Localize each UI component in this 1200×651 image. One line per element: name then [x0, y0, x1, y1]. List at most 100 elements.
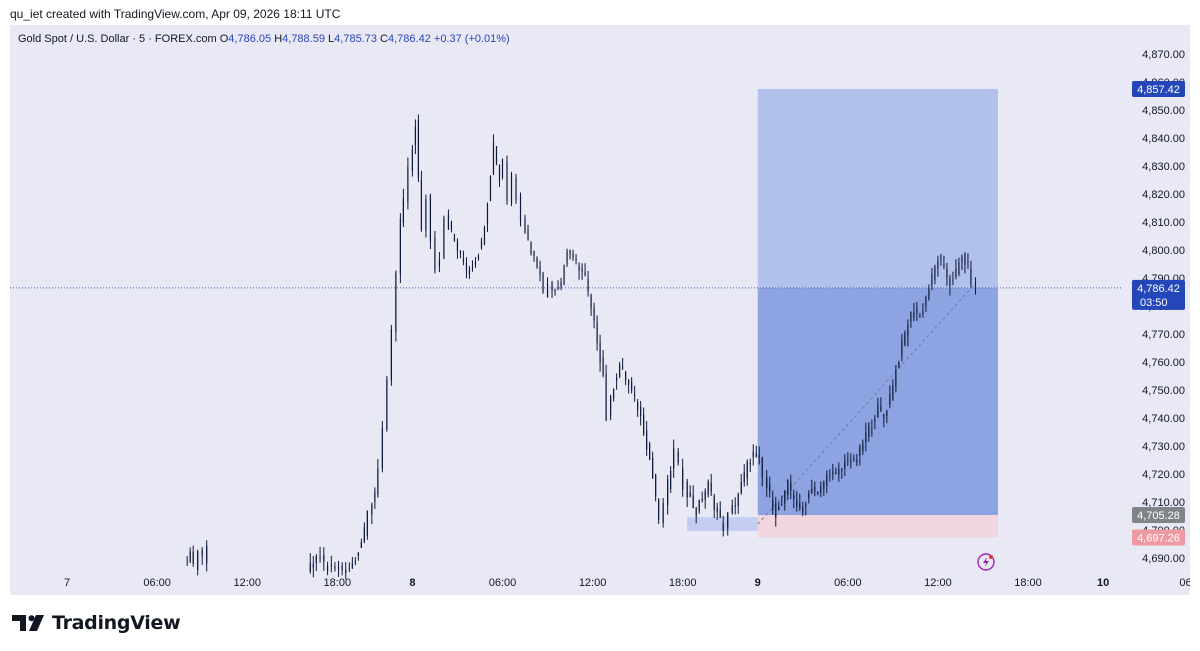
candle-body [315, 555, 317, 564]
candle-body [775, 502, 777, 518]
candle-body [619, 364, 621, 378]
candle-body [593, 307, 595, 321]
candle-body [781, 504, 783, 506]
candle-body [692, 494, 694, 509]
candle-body [634, 394, 636, 397]
candle-body [374, 491, 376, 502]
candle-body [802, 506, 804, 513]
x-tick-label: 9 [755, 577, 761, 589]
candle-body [974, 283, 977, 285]
candle-body [871, 428, 873, 430]
candle-body [895, 369, 897, 387]
candle-body [667, 479, 669, 506]
close-value: 4,786.42 [388, 33, 431, 45]
candle-body [731, 505, 733, 514]
candle-body [958, 261, 960, 275]
candle-body [587, 278, 589, 292]
candle-body [506, 161, 508, 201]
candle-body [874, 419, 876, 422]
symbol-title[interactable]: Gold Spot / U.S. Dollar · 5 · FOREX.com [18, 33, 217, 45]
candle-body [817, 492, 819, 494]
candle-body [658, 498, 660, 520]
x-tick-label: 10 [1097, 577, 1109, 589]
change-value: +0.37 (+0.01%) [433, 33, 510, 45]
candle-body [737, 494, 739, 506]
candle-body [880, 405, 882, 412]
candle-body [471, 268, 474, 270]
candle-body [546, 284, 549, 298]
candle-body [749, 462, 751, 465]
candle-body [351, 563, 353, 568]
candle-body [787, 479, 789, 495]
candle-body [862, 443, 864, 452]
candle-body [922, 310, 924, 314]
stop-price-tag: 4,697.26 [1137, 532, 1180, 544]
candle-body [453, 234, 456, 241]
candle-body [719, 509, 721, 518]
y-tick-label: 4,740.00 [1142, 413, 1185, 425]
candle-body [761, 457, 763, 479]
candle-body [584, 272, 586, 276]
candle-body [841, 468, 843, 471]
current-price-tag: 4,786.42 [1137, 283, 1180, 295]
candle-body [853, 459, 855, 461]
candle-body [743, 472, 745, 483]
candle-body [901, 339, 903, 356]
candle-body [420, 180, 423, 230]
candle-body [778, 506, 780, 511]
candle-body [701, 498, 703, 501]
candle-body [823, 482, 825, 489]
candle-body [898, 362, 900, 367]
candle-body [192, 551, 194, 564]
countdown-tag: 03:50 [1140, 297, 1168, 309]
candle-body [581, 267, 583, 272]
candle-body [450, 222, 453, 230]
candle-body [462, 258, 465, 262]
brand-name: TradingView [52, 612, 181, 634]
y-tick-label: 4,830.00 [1142, 161, 1185, 173]
candle-body [395, 272, 397, 332]
candle-body [498, 165, 501, 182]
tradingview-logo-icon [12, 615, 44, 631]
candle-body [961, 257, 963, 262]
low-label: L [328, 33, 335, 45]
candle-body [904, 332, 906, 346]
candle-body [610, 396, 612, 416]
chart-area[interactable]: 4,690.004,700.004,710.004,720.004,730.00… [10, 25, 1190, 595]
candle-body [334, 566, 336, 569]
y-tick-label: 4,720.00 [1142, 469, 1185, 481]
candle-body [474, 261, 477, 265]
y-tick-label: 4,820.00 [1142, 189, 1185, 201]
candle-body [710, 483, 712, 492]
candle-body [319, 556, 321, 559]
candle-body [883, 413, 885, 419]
candle-body [722, 523, 724, 531]
price-chart[interactable]: 4,690.004,700.004,710.004,720.004,730.00… [10, 25, 1190, 595]
candle-body [925, 297, 927, 307]
candle-body [524, 218, 526, 233]
candle-body [515, 177, 517, 201]
x-tick-label: 12:00 [924, 577, 952, 589]
target-price-tag-bg [1132, 81, 1185, 98]
y-tick-label: 4,750.00 [1142, 385, 1185, 397]
stop-price-tag-bg [1132, 529, 1185, 546]
candle-body [811, 488, 813, 494]
candle-body [530, 242, 532, 254]
candle-body [937, 260, 939, 269]
candle-body [707, 481, 709, 495]
candle-body [655, 474, 657, 497]
candle-body [868, 425, 870, 438]
candle-body [919, 316, 921, 317]
x-tick-label: 12:00 [579, 577, 607, 589]
candle-body [934, 266, 936, 281]
candle-body [602, 357, 604, 376]
candle-body [955, 268, 957, 277]
y-tick-label: 4,840.00 [1142, 133, 1185, 145]
tradingview-logo[interactable]: TradingView [12, 612, 181, 634]
small-zone [687, 517, 758, 531]
candle-body [201, 550, 203, 556]
candle-body [907, 324, 909, 337]
x-tick-label: 06:00 [834, 577, 862, 589]
candle-body [312, 564, 314, 568]
y-tick-label: 4,730.00 [1142, 441, 1185, 453]
